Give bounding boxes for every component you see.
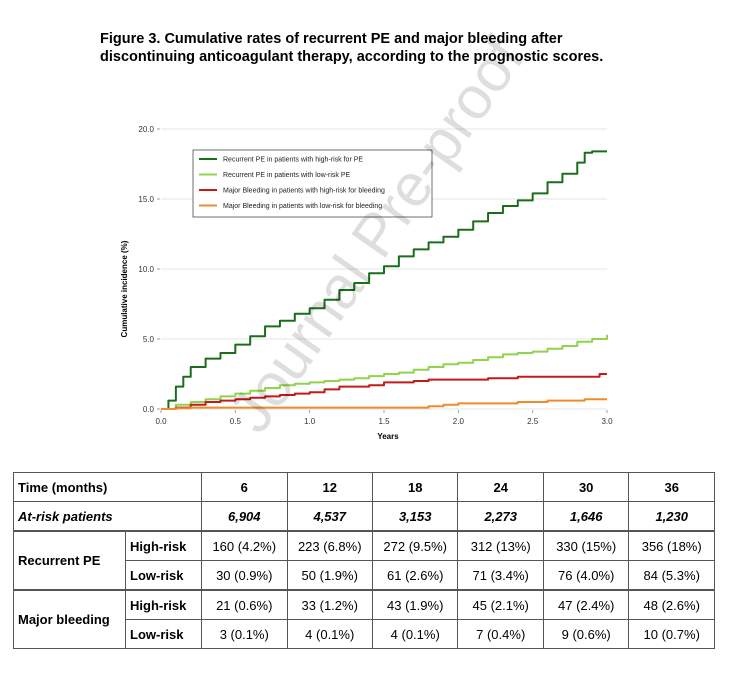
table-cell: 43 (1.9%) [371, 589, 459, 620]
table-cell: 84 (5.3%) [628, 560, 715, 591]
chart-axes: 0.0 5.0 10.0 15.0 20.0 0.0 0.5 1.0 1.5 2.0 2.5 3.0 Y… [120, 125, 613, 441]
legend-entry: Major Bleeding in patients with low-risk… [223, 203, 382, 210]
x-tick-label: 3.0 [601, 417, 613, 426]
table-cell: 30 (0.9%) [201, 560, 288, 591]
table-cell: 45 (2.1%) [457, 589, 544, 620]
table-cell: 47 (2.4%) [542, 589, 630, 620]
x-tick-label: 2.5 [527, 417, 539, 426]
risk-label: Low-risk [124, 560, 203, 591]
table-row-bleed-low: Low-risk 3 (0.1%) 4 (0.1%) 4 (0.1%) 7 (0… [14, 619, 715, 649]
table-cell: 312 (13%) [457, 530, 544, 561]
chart-legend: Recurrent PE in patients with high-risk … [192, 149, 433, 218]
legend-box [192, 149, 433, 218]
cumulative-incidence-chart: 0.0 5.0 10.0 15.0 20.0 0.0 0.5 1.0 1.5 2.0 2.5 3.0 Y… [120, 125, 613, 441]
y-tick-label: 15.0 [138, 195, 154, 204]
table-cell: 71 (3.4%) [457, 560, 544, 591]
atrisk-cell: 3,153 [371, 501, 459, 532]
time-cell: 12 [286, 472, 373, 502]
time-cell: 6 [201, 472, 288, 502]
table-row-pe-low: Low-risk 30 (0.9%) 50 (1.9%) 61 (2.6%) 7… [14, 560, 715, 591]
x-tick-label: 1.5 [378, 417, 390, 426]
table-cell: 50 (1.9%) [286, 560, 373, 591]
table-cell: 4 (0.1%) [371, 619, 459, 649]
risk-label: Low-risk [124, 619, 203, 649]
y-tick-label: 10.0 [138, 265, 154, 274]
table-cell: 33 (1.2%) [286, 589, 373, 620]
y-tick-label: 0.0 [143, 405, 155, 414]
y-tick-label: 5.0 [143, 335, 155, 344]
time-cell: 24 [457, 472, 544, 502]
table-cell: 3 (0.1%) [201, 619, 288, 649]
legend-entry: Recurrent PE in patients with high-risk … [223, 157, 363, 164]
table-row-time: Time (months) 6 12 18 24 30 36 [12, 472, 715, 502]
table-cell: 10 (0.7%) [628, 619, 715, 649]
caption-line-1: Figure 3. Cumulative rates of recurrent … [100, 31, 563, 47]
table-cell: 48 (2.6%) [628, 589, 715, 620]
table-cell: 223 (6.8%) [286, 530, 373, 561]
x-tick-label: 0.5 [230, 417, 242, 426]
table-cell: 4 (0.1%) [286, 619, 373, 649]
series-line-4 [161, 398, 607, 410]
table-cell: 76 (4.0%) [542, 560, 630, 591]
time-cell: 30 [542, 472, 630, 502]
series-line-1 [161, 150, 607, 410]
atrisk-cell: 1,646 [542, 501, 630, 532]
table-row-bleed-high: Major bleeding High-risk 21 (0.6%) 33 (1… [13, 589, 715, 649]
table-row-atrisk: At-risk patients 6,904 4,537 3,153 2,273… [12, 501, 715, 532]
atrisk-cell: 1,230 [628, 501, 715, 532]
legend-entry: Recurrent PE in patients with low-risk P… [223, 172, 351, 179]
y-axis-label: Cumulative incidence (%) [120, 240, 129, 337]
x-tick-label: 2.0 [453, 417, 465, 426]
x-tick-label: 1.0 [304, 417, 316, 426]
table-cell: 356 (18%) [628, 530, 715, 561]
group-label-recurrent-pe: Recurrent PE [13, 530, 126, 591]
atrisk-cell: 6,904 [201, 501, 288, 532]
x-axis-label: Years [377, 432, 399, 441]
caption-line-2: discontinuing anticoagulant therapy, acc… [100, 49, 604, 65]
table-cell: 7 (0.4%) [457, 619, 544, 649]
table-cell: 160 (4.2%) [201, 530, 288, 561]
table-cell: 61 (2.6%) [371, 560, 459, 591]
table-cell: 9 (0.6%) [542, 619, 630, 649]
atrisk-cell: 4,537 [286, 501, 373, 532]
at-risk-table: Time (months) 6 12 18 24 30 36 At-risk p… [12, 472, 715, 649]
risk-label: High-risk [124, 589, 203, 620]
atrisk-cell: 2,273 [457, 501, 544, 532]
table-row-pe-high: Recurrent PE High-risk 160 (4.2%) 223 (6… [13, 530, 715, 591]
y-tick-label: 20.0 [138, 125, 154, 134]
figure-caption: Figure 3. Cumulative rates of recurrent … [100, 30, 640, 66]
x-tick-label: 0.0 [155, 417, 167, 426]
time-cell: 36 [628, 472, 715, 502]
time-cell: 18 [371, 472, 459, 502]
atrisk-header: At-risk patients [12, 501, 203, 532]
table-cell: 272 (9.5%) [371, 530, 459, 561]
group-label-major-bleeding: Major bleeding [13, 589, 126, 649]
chart-series-lines [161, 150, 608, 410]
time-header: Time (months) [12, 472, 203, 502]
series-line-3 [161, 373, 607, 410]
series-line-2 [161, 334, 608, 410]
legend-entry: Major Bleeding in patients with high-ris… [223, 188, 385, 195]
table-cell: 330 (15%) [542, 530, 630, 561]
risk-label: High-risk [124, 530, 203, 561]
table-cell: 21 (0.6%) [201, 589, 288, 620]
